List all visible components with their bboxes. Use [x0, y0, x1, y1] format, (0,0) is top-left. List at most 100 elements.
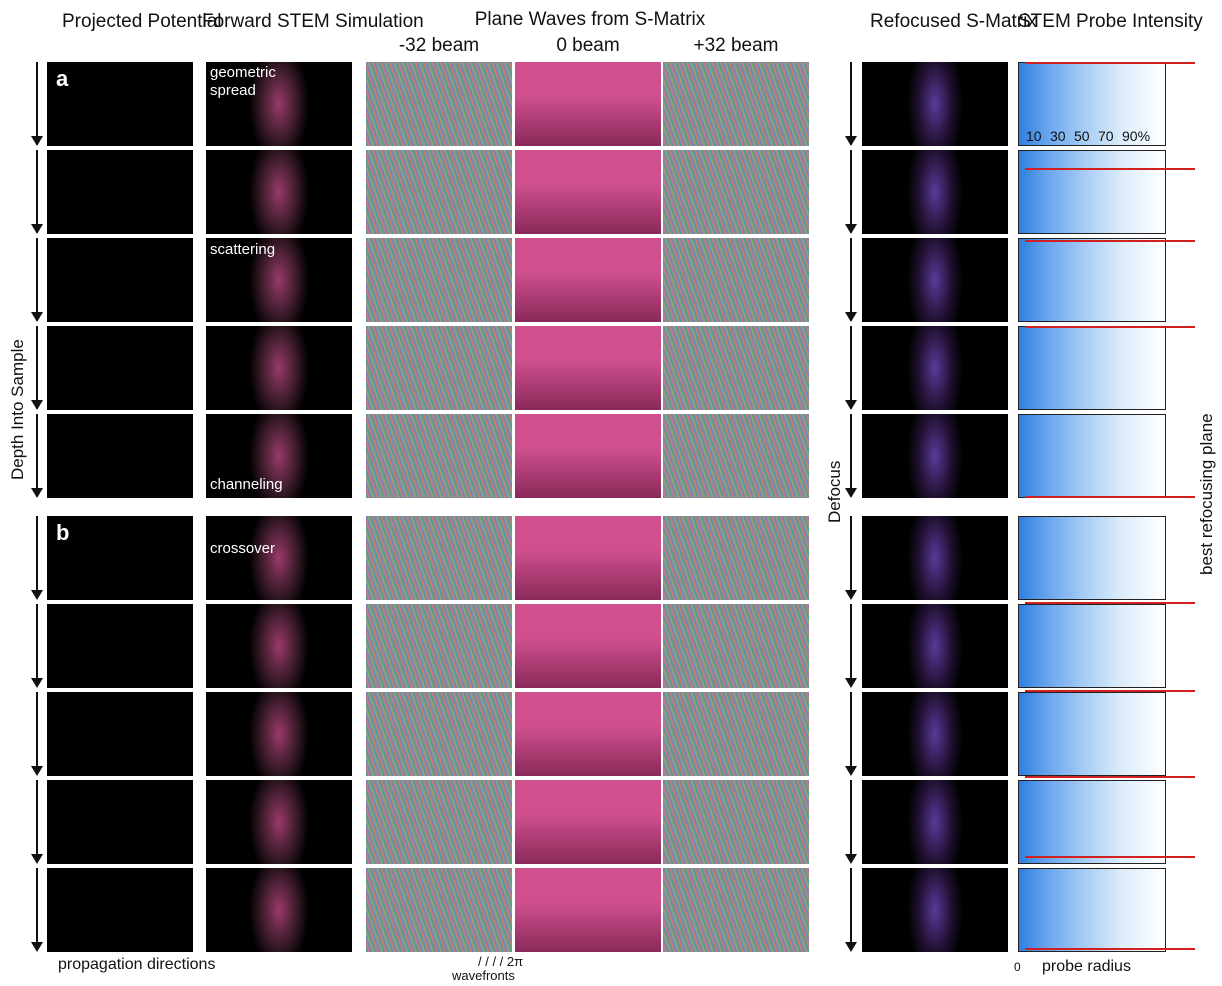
refocused-cell — [862, 692, 1008, 776]
projected-potential-cell — [47, 604, 193, 688]
forward-stem-cell — [206, 238, 352, 322]
defocus-arrow-head — [845, 590, 857, 600]
red-focus-line — [1025, 496, 1195, 498]
plane-wave-plus-cell — [663, 692, 809, 776]
red-focus-line — [1025, 948, 1195, 950]
header-beam-minus: -32 beam — [398, 35, 480, 56]
refocused-cell — [862, 62, 1008, 146]
header-stem-probe: STEM Probe Intensity — [1018, 11, 1203, 32]
stem-probe-plot — [1018, 604, 1166, 688]
defocus-arrow-head — [845, 400, 857, 410]
refocused-cell — [862, 780, 1008, 864]
defocus-arrow-head — [845, 942, 857, 952]
forward-stem-cell — [206, 62, 352, 146]
defocus-arrow-shaft — [850, 62, 852, 138]
probe-radius-label: probe radius — [1042, 958, 1131, 975]
plane-wave-zero-cell — [515, 62, 661, 146]
projected-potential-cell — [47, 414, 193, 498]
projected-potential-cell — [47, 326, 193, 410]
depth-arrow-shaft — [36, 238, 38, 314]
depth-label: Depth Into Sample — [8, 339, 27, 480]
projected-potential-cell — [47, 516, 193, 600]
channeling-label: channeling — [210, 476, 283, 493]
stem-probe-plot — [1018, 516, 1166, 600]
depth-arrow-head — [31, 312, 43, 322]
projected-potential-cell — [47, 62, 193, 146]
plane-wave-minus-cell — [366, 780, 512, 864]
contour-level-label: 30 — [1050, 128, 1066, 144]
defocus-arrow-head — [845, 488, 857, 498]
depth-arrow-head — [31, 942, 43, 952]
zero-label: 0 — [1014, 960, 1021, 974]
geometric-spread-label: geometric spread — [210, 64, 276, 99]
header-projected: Projected Potential — [62, 11, 222, 32]
plane-wave-plus-cell — [663, 604, 809, 688]
defocus-arrow-head — [845, 766, 857, 776]
plane-wave-zero-cell — [515, 414, 661, 498]
plane-wave-zero-cell — [515, 692, 661, 776]
depth-arrow-head — [31, 488, 43, 498]
plane-wave-minus-cell — [366, 868, 512, 952]
depth-arrow-head — [31, 678, 43, 688]
plane-wave-minus-cell — [366, 604, 512, 688]
plane-wave-plus-cell — [663, 516, 809, 600]
contour-level-label: 70 — [1098, 128, 1114, 144]
header-refocused: Refocused S-Matrix — [870, 11, 1037, 32]
scattering-label: scattering — [210, 241, 276, 258]
red-focus-line — [1025, 168, 1195, 170]
refocused-cell — [862, 150, 1008, 234]
plane-wave-zero-cell — [515, 150, 661, 234]
plane-wave-plus-cell — [663, 238, 809, 322]
defocus-arrow-shaft — [850, 692, 852, 768]
propagation-label: propagation directions — [58, 956, 216, 973]
refocused-cell — [862, 868, 1008, 952]
depth-arrow-shaft — [36, 868, 38, 944]
defocus-arrow-shaft — [850, 604, 852, 680]
panel-b-label: b — [56, 520, 70, 545]
stem-probe-plot — [1018, 238, 1166, 322]
projected-potential-cell — [47, 692, 193, 776]
projected-potential-cell — [47, 780, 193, 864]
depth-arrow-head — [31, 400, 43, 410]
defocus-arrow-shaft — [850, 326, 852, 402]
red-focus-line — [1025, 856, 1195, 858]
defocus-arrow-head — [845, 224, 857, 234]
plane-wave-minus-cell — [366, 326, 512, 410]
depth-arrow-head — [31, 224, 43, 234]
depth-arrow-head — [31, 766, 43, 776]
depth-arrow-shaft — [36, 516, 38, 592]
plane-wave-plus-cell — [663, 780, 809, 864]
red-focus-line — [1025, 240, 1195, 242]
red-focus-line — [1025, 602, 1195, 604]
stem-probe-plot — [1018, 780, 1166, 864]
plane-wave-plus-cell — [663, 62, 809, 146]
plane-wave-minus-cell — [366, 238, 512, 322]
depth-arrow-shaft — [36, 692, 38, 768]
forward-stem-cell — [206, 326, 352, 410]
wavefronts-label: wavefronts — [452, 968, 515, 983]
depth-arrow-shaft — [36, 780, 38, 856]
defocus-arrow-shaft — [850, 238, 852, 314]
forward-stem-cell — [206, 516, 352, 600]
depth-arrow-shaft — [36, 414, 38, 490]
plane-wave-minus-cell — [366, 516, 512, 600]
red-focus-line — [1025, 690, 1195, 692]
depth-arrow-head — [31, 590, 43, 600]
plane-wave-plus-cell — [663, 150, 809, 234]
depth-arrow-head — [31, 136, 43, 146]
panel-a-label: a — [56, 66, 69, 91]
defocus-arrow-shaft — [850, 868, 852, 944]
plane-wave-minus-cell — [366, 692, 512, 776]
refocused-cell — [862, 414, 1008, 498]
defocus-arrow-shaft — [850, 414, 852, 490]
wavefronts-symbol: / / / / 2π — [478, 954, 524, 969]
refocused-cell — [862, 604, 1008, 688]
refocused-cell — [862, 326, 1008, 410]
plane-wave-plus-cell — [663, 326, 809, 410]
projected-potential-cell — [47, 868, 193, 952]
depth-arrow-shaft — [36, 150, 38, 226]
depth-arrow-head — [31, 854, 43, 864]
header-beam-plus: +32 beam — [693, 35, 779, 56]
forward-stem-cell — [206, 604, 352, 688]
forward-stem-cell — [206, 150, 352, 234]
